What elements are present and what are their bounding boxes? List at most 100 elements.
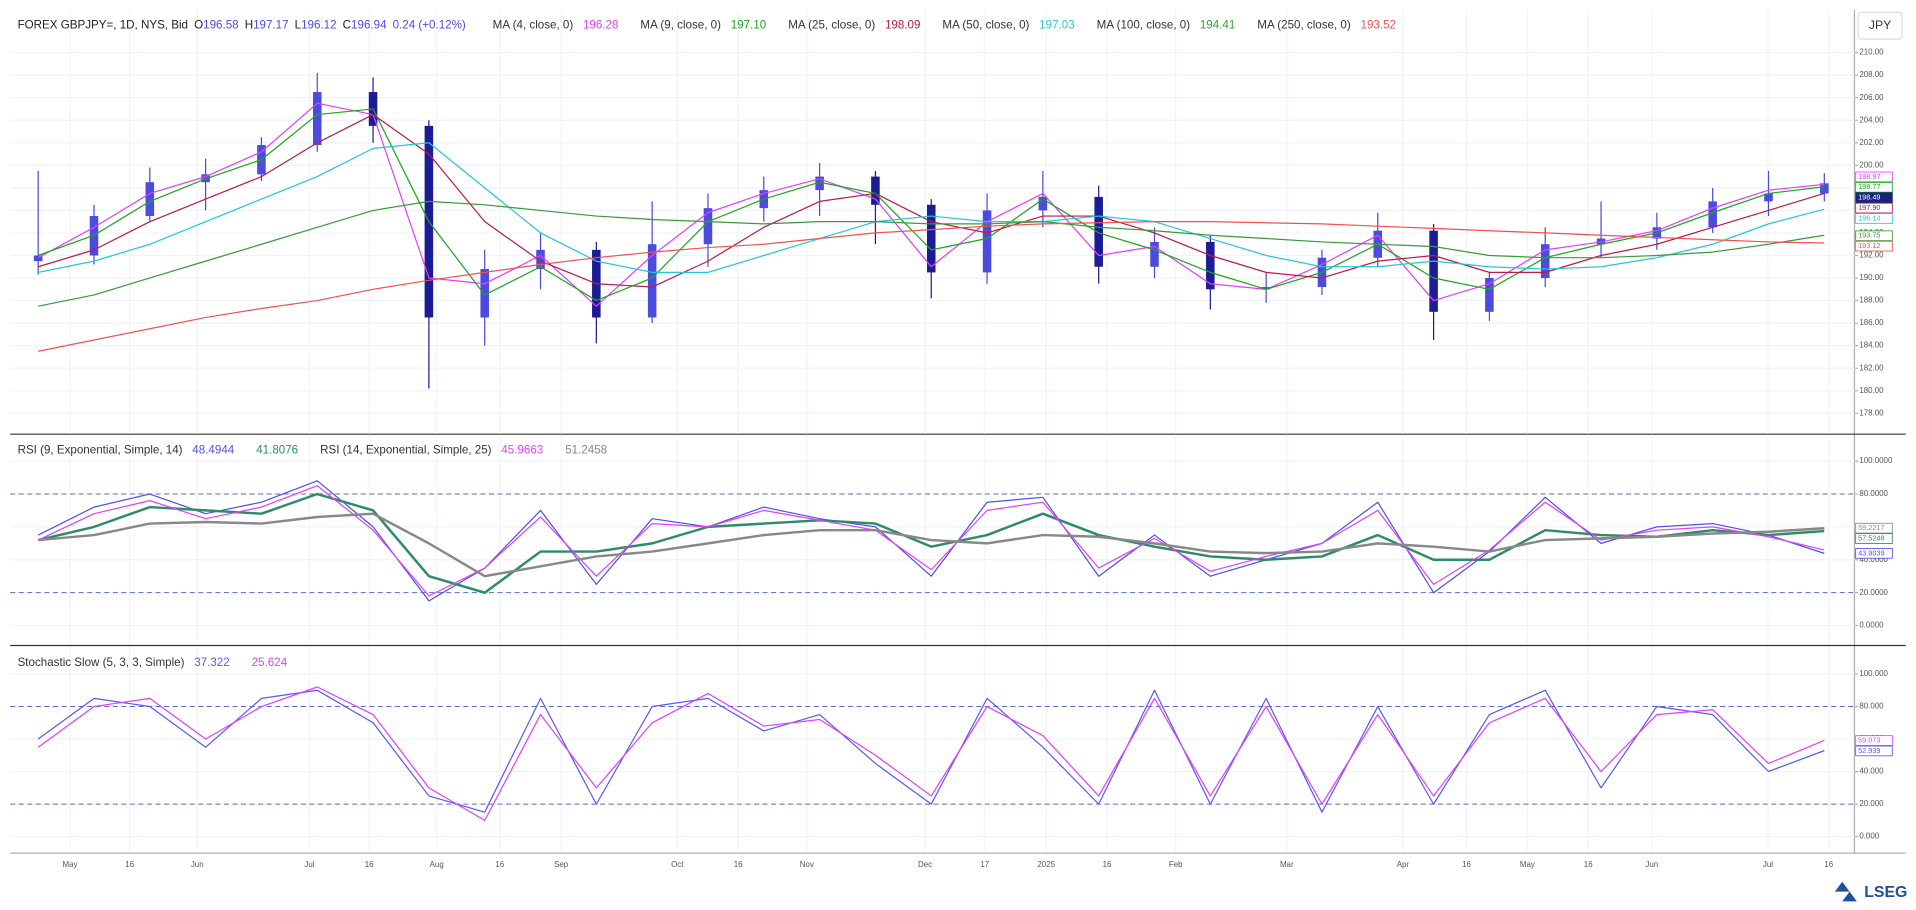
x-tick-label: 16 [1584, 860, 1593, 869]
legend-name: MA (25, close, 0) [788, 19, 875, 32]
ohlc-value: 196.58 [203, 19, 238, 32]
candle-body [1820, 183, 1829, 194]
series-line [37, 102, 1825, 307]
last-value-label: 196.14 [1858, 213, 1880, 222]
candle-body [871, 176, 880, 205]
x-tick-label: 17 [980, 860, 989, 869]
last-value-box [1855, 735, 1893, 746]
last-value-box [1855, 745, 1893, 757]
x-tick-label: Mar [1280, 860, 1294, 869]
y-tick-label: 182.00 [1859, 363, 1884, 372]
y-tick-label: 184.00 [1859, 341, 1884, 350]
candle-body [647, 244, 657, 318]
candle-body [1485, 278, 1494, 312]
y-tick-label: 178.00 [1859, 408, 1884, 417]
series-line [38, 113, 1825, 288]
candle-body [480, 269, 489, 318]
last-value-label: 59.2217 [1858, 523, 1884, 532]
candle-body [145, 182, 155, 217]
legend-value: 193.52 [1361, 19, 1396, 32]
legend-value: 194.41 [1200, 19, 1235, 32]
y-tick-label: 206.00 [1859, 93, 1884, 102]
legend-name: Stochastic Slow (5, 3, 3, Simple) [18, 656, 185, 669]
ohlc-value: 196.12 [301, 19, 336, 32]
brand-name: LSEG [1864, 884, 1907, 901]
y-tick-label: 100.000 [1859, 669, 1888, 678]
legend-name: MA (9, close, 0) [640, 19, 721, 32]
legend-value: 197.03 [1039, 19, 1074, 32]
x-tick-label: 16 [365, 860, 374, 869]
last-value-box [1855, 548, 1893, 559]
legend-value: 197.10 [731, 19, 766, 32]
candle-body [926, 204, 936, 273]
y-tick-label: 210.00 [1859, 48, 1884, 57]
candle-body [536, 249, 545, 270]
legend-value: 48.4944 [192, 444, 234, 457]
last-value-box [1855, 171, 1893, 183]
x-tick-label: 16 [495, 860, 504, 869]
x-tick-label: Jun [1645, 860, 1658, 869]
x-tick-label: 16 [1462, 860, 1471, 869]
candle-body [1150, 241, 1159, 267]
x-tick-label: Oct [671, 860, 684, 869]
series-line [38, 512, 1825, 578]
x-tick-label: 16 [1103, 860, 1112, 869]
y-tick-label: 20.000 [1859, 799, 1884, 808]
legend-value: 198.09 [885, 19, 920, 32]
legend-name: MA (50, close, 0) [942, 19, 1029, 32]
y-tick-label: 40.000 [1859, 767, 1884, 776]
x-tick-label: Feb [1169, 860, 1183, 869]
currency-box[interactable] [1857, 11, 1903, 40]
y-tick-label: 208.00 [1859, 70, 1884, 79]
candle-body [1764, 193, 1773, 202]
last-value-label: 198.77 [1858, 182, 1880, 191]
x-tick-label: Nov [800, 860, 814, 869]
x-tick-label: May [1520, 860, 1535, 869]
legend-value: 45.9663 [501, 444, 543, 457]
legend-name: MA (4, close, 0) [493, 19, 574, 32]
series-line [38, 142, 1825, 273]
last-value-box [1855, 522, 1893, 534]
legend-name: MA (250, close, 0) [1257, 19, 1351, 32]
candle-body [33, 255, 43, 262]
y-tick-label: 202.00 [1859, 138, 1884, 147]
legend-name: MA (100, close, 0) [1097, 19, 1191, 32]
chart-title: FOREX GBPJPY=, 1D, NYS, Bid [18, 19, 188, 32]
series-line [37, 686, 1825, 821]
y-tick-label: 186.00 [1859, 318, 1884, 327]
y-tick-label: 100.0000 [1859, 456, 1893, 465]
last-value-label: 57.5248 [1858, 533, 1884, 542]
last-value-box [1855, 533, 1893, 544]
legend-name: RSI (14, Exponential, Simple, 25) [320, 444, 492, 457]
x-tick-label: May [62, 860, 77, 869]
legend-value: 25.624 [252, 656, 288, 669]
ohlc-label: O [194, 19, 203, 32]
last-value-label: 193.75 [1858, 231, 1880, 240]
y-tick-label: 40.0000 [1859, 555, 1888, 564]
x-tick-label: Sep [554, 860, 569, 869]
legend-value: 196.28 [583, 19, 618, 32]
ohlc-label: L [295, 19, 302, 32]
last-value-label: 198.49 [1858, 193, 1880, 202]
y-tick-label: 204.00 [1859, 115, 1884, 124]
x-tick-label: 16 [1824, 860, 1833, 869]
last-value-box [1855, 230, 1893, 242]
candle-body [1038, 196, 1048, 211]
candle-body [982, 210, 992, 273]
currency-label: JPY [1869, 18, 1891, 32]
x-tick-label: Aug [430, 860, 444, 869]
last-value-label: 59.073 [1858, 735, 1880, 744]
series-line [37, 492, 1825, 594]
last-value-box [1855, 213, 1893, 224]
y-tick-label: 20.0000 [1859, 588, 1888, 597]
last-value-box [1855, 202, 1893, 214]
last-value-label: 197.90 [1858, 203, 1880, 212]
x-tick-label: Apr [1397, 860, 1410, 869]
candle-body [1094, 196, 1103, 267]
x-tick-label: 16 [734, 860, 743, 869]
legend-name: RSI (9, Exponential, Simple, 14) [18, 444, 183, 457]
last-value-label: 43.9039 [1858, 548, 1884, 557]
x-tick-label: Jul [1763, 860, 1773, 869]
